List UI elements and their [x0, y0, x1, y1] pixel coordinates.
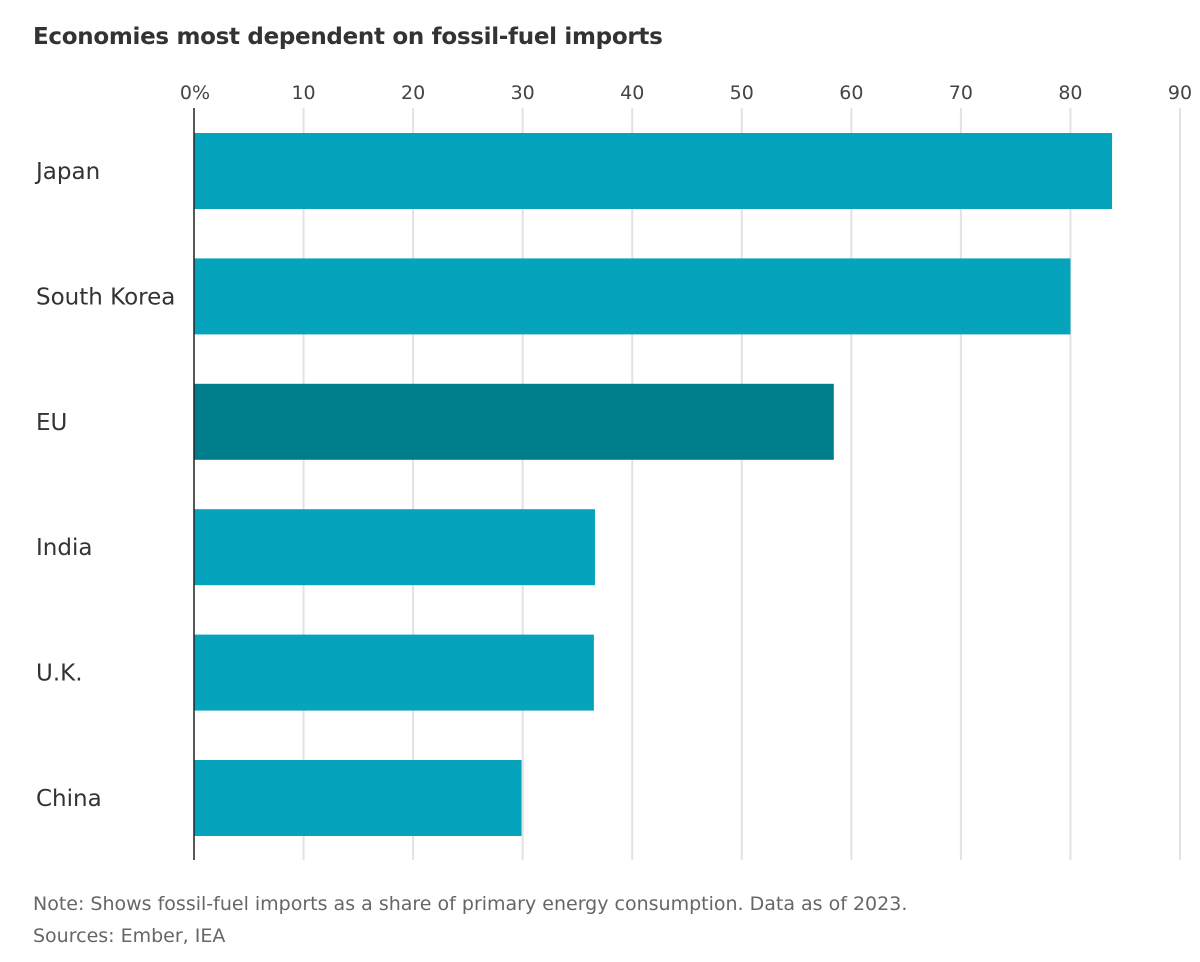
category-label: India — [36, 535, 92, 561]
category-label: U.K. — [36, 661, 83, 687]
note-text: Note: Shows fossil-fuel imports as a sha… — [33, 893, 908, 915]
tick-label: 0% — [180, 82, 210, 104]
chart-title: Economies most dependent on fossil-fuel … — [33, 24, 663, 50]
bar-china — [194, 760, 522, 836]
category-label: Japan — [34, 159, 100, 185]
tick-label: 50 — [730, 82, 754, 104]
tick-label: 60 — [839, 82, 863, 104]
tick-label: 70 — [949, 82, 973, 104]
tick-label: 90 — [1168, 82, 1192, 104]
tick-label: 10 — [291, 82, 315, 104]
category-label: EU — [36, 410, 67, 436]
sources-text: Sources: Ember, IEA — [33, 925, 226, 947]
bar-u-k — [194, 634, 594, 711]
bar-eu — [194, 383, 834, 460]
chart-footnote: Note: Shows fossil-fuel imports as a sha… — [33, 888, 907, 952]
category-label: China — [36, 786, 102, 812]
tick-label: 30 — [511, 82, 535, 104]
tick-label: 80 — [1058, 82, 1082, 104]
tick-label: 40 — [620, 82, 644, 104]
tick-label: 20 — [401, 82, 425, 104]
bar-south-korea — [194, 258, 1071, 335]
category-label: South Korea — [36, 284, 175, 310]
bar-japan — [194, 133, 1113, 209]
bar-india — [194, 509, 595, 586]
